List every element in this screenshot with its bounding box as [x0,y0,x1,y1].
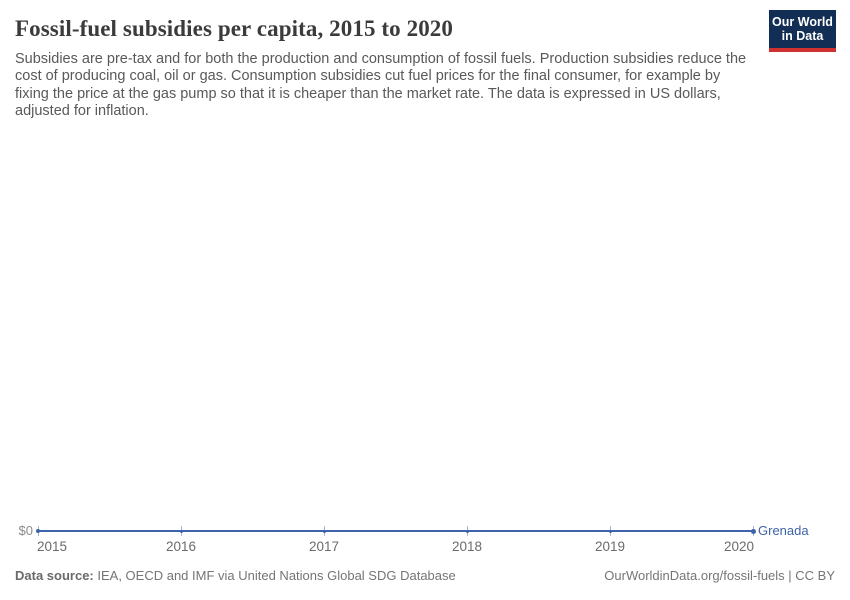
x-tick-label: 2015 [36,539,68,554]
data-point-marker [36,529,40,533]
data-point-marker [750,528,756,534]
chart-footer: Data source: IEA, OECD and IMF via Unite… [15,568,835,583]
footer-datasource: Data source: IEA, OECD and IMF via Unite… [15,568,456,583]
chart-title: Fossil-fuel subsidies per capita, 2015 t… [15,16,454,41]
x-tick-label: 2017 [308,539,340,554]
data-point-marker [465,529,469,533]
owid-logo[interactable]: Our World in Data [769,10,836,52]
y-axis-label: $0 [18,523,33,538]
entity-label-grenada[interactable]: Grenada [758,523,809,538]
footer-license-link[interactable]: OurWorldinData.org/fossil-fuels | CC BY [604,568,835,583]
data-point-marker [322,529,326,533]
chart-subtitle: Subsidies are pre-tax and for both the p… [15,50,747,120]
x-tick-label: 2018 [451,539,483,554]
x-tick-label: 2016 [165,539,197,554]
data-point-marker [179,529,183,533]
chart-header: Fossil-fuel subsidies per capita, 2015 t… [15,15,835,121]
owid-logo-line1: Our World [772,14,833,29]
datasource-label: Data source: [15,568,94,583]
x-tick-label: 2020 [723,539,755,554]
data-point-marker [608,529,612,533]
series-line-grenada [38,530,753,532]
x-tick-label: 2019 [594,539,626,554]
datasource-text: IEA, OECD and IMF via United Nations Glo… [93,568,456,583]
owid-logo-line2: in Data [781,29,824,43]
